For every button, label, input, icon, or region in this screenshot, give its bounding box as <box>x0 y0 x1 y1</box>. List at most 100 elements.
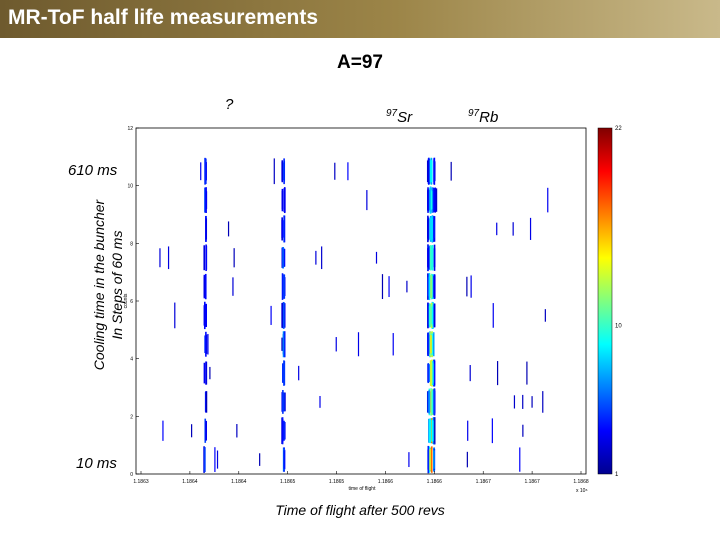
chart-title: A=97 <box>337 52 383 73</box>
x-tick-label: 1.1867 <box>476 479 492 485</box>
background-count <box>227 221 230 237</box>
background-count <box>191 424 193 438</box>
x-tick-label: 1.1864 <box>231 479 247 485</box>
peak-sr-count <box>284 392 286 412</box>
peak-sr-count <box>282 331 285 358</box>
y-tick-label: 2 <box>130 414 133 420</box>
y-tick-label: 4 <box>130 357 133 363</box>
peak-sr-count <box>283 420 285 441</box>
peak-unknown-count <box>205 187 207 213</box>
peak-rb-count <box>428 418 430 443</box>
background-count <box>214 447 216 472</box>
background-count <box>436 188 438 212</box>
peak-rb-count <box>433 303 436 328</box>
peak-sr-count <box>283 360 285 386</box>
peak-rb-count <box>433 187 435 213</box>
peak-rb-count <box>433 389 435 415</box>
inner-y-label: counts <box>123 293 129 308</box>
sr-symbol: Sr <box>397 109 413 126</box>
peak-rb-count <box>427 187 429 213</box>
peak-rb-count <box>428 390 430 414</box>
peak-rb-count <box>431 333 434 355</box>
background-count <box>522 424 524 437</box>
peak-rb-count <box>431 216 433 242</box>
peak-unknown-count <box>204 273 207 300</box>
peak-rb-count <box>431 245 434 271</box>
background-count <box>335 337 337 352</box>
peak-rb-count <box>433 360 436 386</box>
peak-rb-count <box>429 187 432 213</box>
peak-sr-count <box>283 158 285 185</box>
background-count <box>470 275 472 298</box>
peak-rb-count <box>430 448 433 471</box>
background-count <box>522 394 524 409</box>
background-count <box>392 333 394 356</box>
background-count <box>205 391 208 413</box>
background-count <box>200 162 202 181</box>
peak-rb-count <box>429 217 431 241</box>
peak-rb-count <box>431 419 434 442</box>
peak-rb-count <box>430 335 432 354</box>
peak-label-rb: 97Rb <box>468 108 498 126</box>
colorbar-ticks: 1 10 22 <box>615 126 622 478</box>
peak-sr-count <box>281 419 284 443</box>
peak-sr-count <box>281 161 283 181</box>
peak-rb-count <box>427 332 430 357</box>
peak-rb-count <box>429 275 432 299</box>
peak-rb-count <box>433 274 436 299</box>
inner-x-label: time of flight <box>349 486 377 492</box>
background-count <box>298 365 300 381</box>
peak-rb-count <box>430 275 433 298</box>
peak-rb-count <box>431 274 434 300</box>
peak-sr-count <box>283 303 286 328</box>
peak-unknown-count <box>203 305 206 326</box>
title-bar: MR-ToF half life measurements <box>0 0 720 38</box>
peak-unknown-count <box>205 303 207 327</box>
peak-sr-count <box>282 390 284 414</box>
background-count <box>466 451 468 468</box>
background-count <box>321 246 323 270</box>
peak-rb-count <box>433 417 435 445</box>
colorbar-tick-label: 22 <box>615 126 622 132</box>
peak-rb-count <box>430 388 433 415</box>
peak-sr-count <box>282 246 285 269</box>
peak-unknown-count <box>204 447 206 473</box>
x-tick-label: 1.1867 <box>524 479 540 485</box>
peak-rb-count <box>427 276 430 297</box>
peak-rb-count <box>430 249 433 267</box>
peak-rb-count <box>432 334 434 355</box>
peak-rb-count <box>429 303 431 328</box>
peak-sr-count <box>283 331 286 357</box>
peak-unknown-count <box>203 245 206 271</box>
peak-rb-count <box>430 191 433 209</box>
background-count <box>209 366 211 380</box>
colorbar-tick-label: 1 <box>615 472 619 478</box>
background-count <box>381 274 384 300</box>
peak-unknown-count <box>204 157 206 185</box>
background-count <box>434 187 437 213</box>
peak-rb-count <box>429 448 431 471</box>
background-count <box>334 162 336 180</box>
background-count <box>162 420 164 441</box>
peak-rb-count <box>427 445 430 474</box>
background-count <box>450 161 452 181</box>
peak-rb-count <box>432 275 435 298</box>
background-count <box>216 450 219 469</box>
background-count <box>357 332 360 357</box>
peak-unknown-count <box>205 331 207 357</box>
x-tick-label: 1.1868 <box>573 479 589 485</box>
background-count <box>512 222 514 236</box>
y-tick-label: 8 <box>130 241 133 247</box>
background-count <box>406 280 408 293</box>
background-count <box>388 276 390 298</box>
page-title: MR-ToF half life measurements <box>8 6 318 29</box>
background-count <box>434 418 436 444</box>
x-tick-label: 1.1865 <box>280 479 296 485</box>
x-tick-label: 1.1863 <box>133 479 149 485</box>
background-count <box>526 361 528 385</box>
peak-unknown-count <box>204 418 207 443</box>
background-count <box>281 337 283 351</box>
peak-rb-count <box>432 361 434 385</box>
peak-sr-count <box>281 190 284 210</box>
